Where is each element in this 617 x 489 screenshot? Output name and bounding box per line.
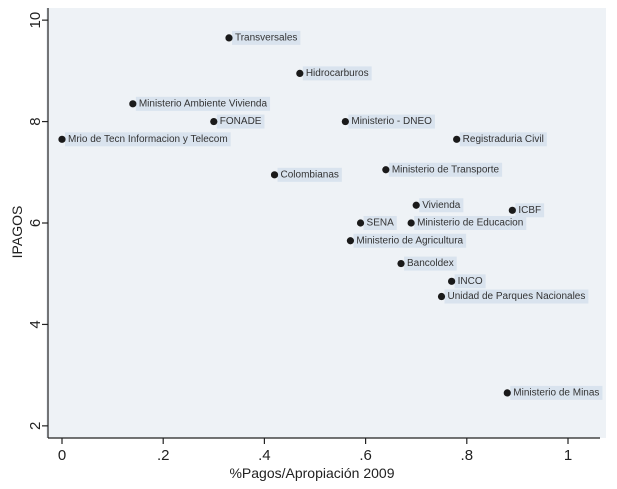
y-tick-label: 6 xyxy=(27,219,44,227)
x-tick-label: 1 xyxy=(564,447,572,464)
x-tick-label: .6 xyxy=(359,447,372,464)
data-point-marker xyxy=(397,259,405,268)
data-point-marker xyxy=(225,34,233,42)
data-point-marker xyxy=(356,219,365,227)
y-tick-label: 2 xyxy=(27,422,44,430)
x-axis: 0 .2 .4 .6 .8 1 xyxy=(48,437,600,464)
data-markers xyxy=(58,34,516,397)
point-label-background xyxy=(444,289,589,304)
point-label: Unidad de Parques Nacionales xyxy=(448,291,586,302)
point-label-background xyxy=(277,167,342,182)
y-tick-label: 10 xyxy=(27,12,44,29)
point-label: Ministerio de Minas xyxy=(513,388,599,399)
point-label-background xyxy=(414,216,527,230)
point-label-background xyxy=(419,198,464,213)
data-point-marker xyxy=(270,171,279,179)
point-label: Ministerio de Transporte xyxy=(392,164,500,175)
data-point-marker xyxy=(296,69,304,77)
point-label: Transversales xyxy=(235,33,297,44)
point-label: Colombianas xyxy=(281,169,339,180)
point-label-background xyxy=(404,256,457,271)
data-point-marker xyxy=(129,100,137,108)
point-label-background xyxy=(216,114,265,129)
point-label: Ministerio de Agricultura xyxy=(356,235,463,246)
point-label: INCO xyxy=(458,276,483,287)
x-tick-label: 0 xyxy=(58,447,66,464)
point-label-background xyxy=(459,132,547,147)
data-point-marker xyxy=(437,292,446,301)
point-label-background xyxy=(302,66,372,81)
x-axis-title: %Pagos/Apropiación 2009 xyxy=(229,465,394,481)
point-label: Hidrocarburos xyxy=(306,68,369,79)
y-axis: 2 4 6 8 10 xyxy=(27,8,49,438)
point-label: Ministerio - DNEO xyxy=(351,116,432,127)
data-point-marker xyxy=(453,135,461,143)
point-label: Bancoldex xyxy=(407,258,454,269)
point-label: ICBF xyxy=(518,205,541,216)
point-label-background xyxy=(515,203,545,218)
point-label-background xyxy=(231,30,301,45)
data-point-marker xyxy=(412,201,420,209)
point-label-background xyxy=(363,216,397,230)
point-label: Ministerio de Educacion xyxy=(417,218,523,229)
point-label: SENA xyxy=(367,218,395,229)
data-point-marker xyxy=(382,166,390,174)
point-label: Ministerio Ambiente Vivienda xyxy=(139,98,268,109)
x-tick-label: .8 xyxy=(461,447,474,464)
y-tick-label: 8 xyxy=(27,117,44,125)
data-point-marker xyxy=(58,135,66,143)
point-label-background xyxy=(348,114,435,129)
y-axis-title: IPAGOS xyxy=(9,206,25,259)
data-point-marker xyxy=(210,117,218,126)
data-point-marker xyxy=(503,389,511,397)
y-tick-label: 4 xyxy=(27,320,44,328)
point-label-background xyxy=(353,233,467,248)
point-label-background xyxy=(510,385,603,400)
data-point-marker xyxy=(346,237,355,245)
point-label-background xyxy=(135,96,271,111)
point-label: FONADE xyxy=(220,116,262,127)
x-tick-label: .4 xyxy=(258,447,271,464)
data-point-marker xyxy=(448,277,456,285)
x-tick-label: .2 xyxy=(157,447,170,464)
point-label: Vivienda xyxy=(422,200,461,211)
point-label-background xyxy=(388,162,503,177)
point-label-background xyxy=(454,274,486,289)
point-label: Mrio de Tecn Informacion y Telecom xyxy=(68,134,228,145)
point-label-background xyxy=(65,132,231,147)
data-point-marker xyxy=(508,206,516,214)
data-point-marker xyxy=(341,117,349,126)
point-label: Registraduria Civil xyxy=(463,134,544,145)
point-labels: Transversales Hidrocarburos Ministerio Amb… xyxy=(65,30,603,400)
data-point-marker xyxy=(407,219,415,227)
